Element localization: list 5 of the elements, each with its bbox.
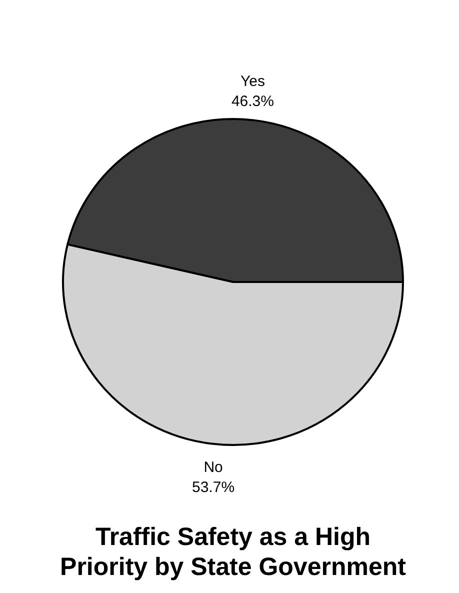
slice-label: Yes <box>240 73 265 90</box>
text: Traffic Safety as a High Priority by State Government <box>60 523 407 581</box>
slice-label: No <box>204 458 223 476</box>
data-label: 46.3% <box>231 93 274 110</box>
data-label: 53.7% <box>192 478 235 496</box>
